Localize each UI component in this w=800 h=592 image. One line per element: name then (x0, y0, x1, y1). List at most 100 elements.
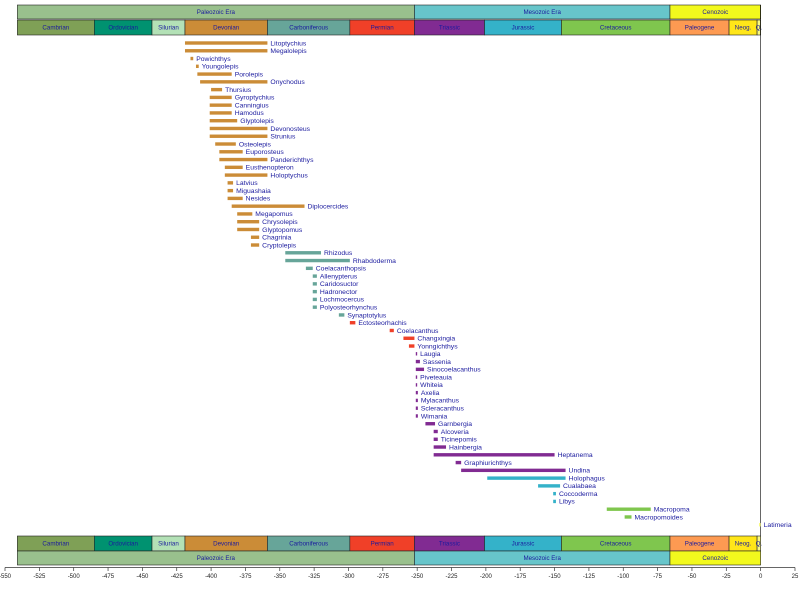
bar-rhizodus (285, 251, 321, 255)
label-laugia: Laugia (420, 351, 441, 358)
era-bottom-paleozoic-era-label: Paleozoic Era (197, 555, 236, 562)
bar-osteolepis (215, 142, 236, 146)
period-top-ordovician-label: Ordovician (108, 25, 138, 32)
period-top-q-label: Q. (756, 25, 763, 32)
bar-strunius (209, 134, 268, 138)
period-bottom-silurian-label: Silurian (158, 541, 179, 548)
bar-cualabaea (538, 484, 561, 488)
period-top-paleogene-label: Paleogene (685, 25, 715, 32)
bar-polyosteorhynchus (312, 305, 317, 309)
period-bottom-ordovician-label: Ordovician (108, 541, 138, 548)
bar-heptanema (433, 453, 555, 457)
bar-hadronector (312, 289, 317, 294)
label-hamodus: Hamodus (235, 110, 265, 117)
bar-megalolepis (184, 49, 268, 53)
bar-yonngichthys (408, 344, 415, 348)
label-porolepis: Porolepis (235, 71, 264, 78)
era-bottom-cenozoic-cell (669, 550, 761, 566)
x-tick-label: -425 (171, 574, 184, 580)
bar-diplocercides (231, 204, 305, 208)
era-top-mesozoic-era-label: Mesozoic Era (523, 9, 561, 16)
bar-allenypterus (312, 274, 317, 278)
bar-miguashaia (227, 188, 234, 193)
label-strunius: Strunius (270, 134, 296, 141)
bar-gyroptychius (209, 95, 232, 100)
period-bottom-cambrian-label: Cambrian (42, 541, 69, 548)
bar-synaptotylus (338, 313, 345, 317)
x-tick-label: -100 (617, 574, 630, 580)
bottom-period-band: Cambrian Ordovician Silurian Devonian Carbon… (17, 535, 763, 552)
bar-garnbergia (425, 422, 436, 426)
era-top-cenozoic-label: Cenozoic (702, 9, 728, 16)
period-top-cretaceous-label: Cretaceous (600, 25, 632, 32)
x-tick-label: -300 (342, 574, 355, 580)
bar-piveteauia (415, 375, 418, 379)
period-bottom-triassic-label: Triassic (439, 541, 460, 548)
bar-megapomus (237, 212, 253, 216)
label-synaptotylus: Synaptotylus (347, 312, 387, 319)
label-piveteauia: Piveteauia (420, 374, 452, 381)
x-tick-label: -75 (653, 574, 662, 580)
bar-graphiurichthys (455, 460, 462, 465)
bar-onychodus (200, 80, 268, 84)
x-tick-label: -25 (722, 574, 731, 580)
x-tick-label: -225 (446, 574, 459, 580)
label-litoptychius: Litoptychius (270, 40, 306, 47)
top-era-band: Paleozoic Era Mesozoic Era Cenozoic (17, 4, 761, 20)
bar-latimeria (759, 523, 761, 527)
label-latimeria: Latimeria (764, 522, 792, 529)
label-megapomus: Megapomus (255, 211, 293, 218)
label-cryptolepis: Cryptolepis (262, 242, 297, 249)
label-miguashaia: Miguashaia (236, 188, 271, 195)
x-tick-label: -525 (33, 574, 46, 580)
bar-macropoma (606, 507, 651, 511)
label-hainbergia: Hainbergia (449, 444, 482, 451)
label-macropoma: Macropoma (654, 507, 690, 514)
x-tick-label: -450 (136, 574, 149, 580)
bar-holophagus (487, 476, 566, 480)
x-tick-label: -175 (514, 574, 527, 580)
label-canningius: Canningius (235, 102, 270, 109)
label-heptanema: Heptanema (558, 452, 593, 459)
bar-hamodus (209, 111, 232, 115)
label-megalolepis: Megalolepis (270, 48, 307, 55)
bar-changxingia (403, 336, 415, 340)
period-bottom-jurassic-label: Jurassic (512, 541, 535, 548)
bar-sinocoelacanthus (415, 367, 425, 372)
bar-cryptolepis (250, 243, 260, 247)
bar-eusthenopteron (224, 165, 243, 170)
label-undina: Undina (569, 468, 591, 475)
period-bottom-q-label: Q. (756, 541, 763, 548)
label-whiteia: Whiteia (420, 382, 443, 389)
period-bottom-permian-label: Permian (371, 541, 395, 548)
label-glyptopomus: Glyptopomus (262, 227, 303, 234)
label-libys: Libys (559, 499, 575, 506)
bar-powichthys (190, 56, 194, 61)
bottom-era-band: Paleozoic Era Mesozoic Era Cenozoic (17, 550, 761, 566)
label-osteolepis: Osteolepis (239, 141, 272, 148)
x-tick-label: -350 (274, 574, 287, 580)
label-holophagus: Holophagus (569, 475, 606, 482)
period-bottom-cretaceous-label: Cretaceous (600, 541, 632, 548)
label-sassenia: Sassenia (423, 359, 451, 366)
x-tick-label: -200 (480, 574, 493, 580)
bar-libys (553, 499, 556, 504)
period-top-carboniferous-label: Carboniferous (289, 25, 328, 32)
label-caridosuctor: Caridosuctor (320, 281, 359, 288)
label-sinocoelacanthus: Sinocoelacanthus (427, 367, 481, 374)
label-rhizodus: Rhizodus (324, 250, 353, 257)
label-panderichthys: Panderichthys (270, 157, 314, 164)
bar-alcoveria (433, 429, 438, 434)
label-chagrinia: Chagrinia (262, 235, 291, 242)
period-bottom-paleogene-label: Paleogene (685, 541, 715, 548)
label-glyptolepis: Glyptolepis (240, 118, 274, 125)
x-tick-label: 25 (792, 574, 799, 580)
label-yonngichthys: Yonngichthys (417, 343, 458, 350)
label-lochmocercus: Lochmocercus (320, 297, 365, 304)
x-tick-label: -500 (68, 574, 81, 580)
x-tick-label: -375 (239, 574, 252, 580)
label-polyosteorhynchus: Polyosteorhynchus (320, 304, 378, 311)
label-onychodus: Onychodus (270, 79, 305, 86)
